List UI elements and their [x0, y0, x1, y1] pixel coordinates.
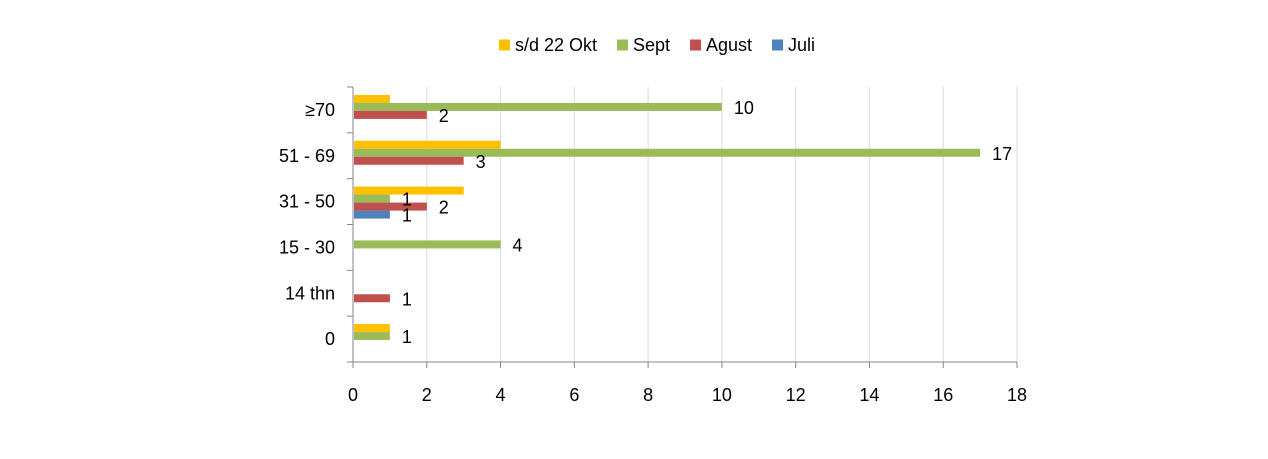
bar-sept-3: [354, 240, 501, 249]
legend-label-0: s/d 22 Okt: [515, 35, 597, 55]
bar-agust-0: [354, 110, 427, 119]
legend-label-1: Sept: [633, 35, 670, 55]
category-label-1: 51 - 69: [279, 146, 335, 166]
category-label-5: 0: [325, 329, 335, 349]
bar-s-d-22-okt-1: [354, 140, 501, 149]
x-tick-label-1: 2: [422, 385, 432, 405]
legend-swatch-2: [690, 39, 702, 51]
x-tick-label-7: 14: [859, 385, 879, 405]
data-label-9: 1: [402, 327, 412, 347]
x-tick-label-8: 16: [933, 385, 953, 405]
legend-swatch-0: [498, 39, 510, 51]
x-tick-label-9: 18: [1007, 385, 1027, 405]
category-label-0: ≥70: [305, 100, 335, 120]
bar-s-d-22-okt-0: [354, 94, 390, 103]
category-label-3: 15 - 30: [279, 237, 335, 257]
x-tick-label-0: 0: [348, 385, 358, 405]
legend-swatch-1: [616, 39, 628, 51]
legend-swatch-3: [772, 39, 784, 51]
bar-sept-5: [354, 332, 390, 341]
category-label-2: 31 - 50: [279, 192, 335, 212]
data-label-7: 4: [513, 235, 523, 255]
data-label-4: 1: [402, 190, 412, 210]
x-tick-label-4: 8: [643, 385, 653, 405]
data-label-2: 17: [992, 144, 1012, 164]
legend-label-3: Juli: [788, 35, 815, 55]
bar-sept-0: [354, 102, 722, 111]
bar-agust-2: [354, 202, 427, 211]
bar-s-d-22-okt-5: [354, 324, 390, 333]
legend-label-2: Agust: [706, 35, 752, 55]
x-tick-label-6: 12: [786, 385, 806, 405]
data-label-1: 2: [439, 106, 449, 126]
data-label-3: 3: [476, 152, 486, 172]
bar-juli-2: [354, 210, 390, 219]
x-tick-label-2: 4: [496, 385, 506, 405]
x-tick-label-5: 10: [712, 385, 732, 405]
bar-s-d-22-okt-2: [354, 186, 464, 195]
bar-agust-1: [354, 156, 464, 165]
data-label-5: 2: [439, 198, 449, 218]
bar-sept-1: [354, 148, 981, 157]
data-label-6: 1: [402, 206, 412, 226]
category-label-4: 14 thn: [285, 283, 335, 303]
data-label-8: 1: [402, 289, 412, 309]
x-tick-label-3: 6: [569, 385, 579, 405]
bar-sept-2: [354, 194, 390, 203]
bar-agust-4: [354, 294, 390, 303]
data-label-0: 10: [734, 98, 754, 118]
